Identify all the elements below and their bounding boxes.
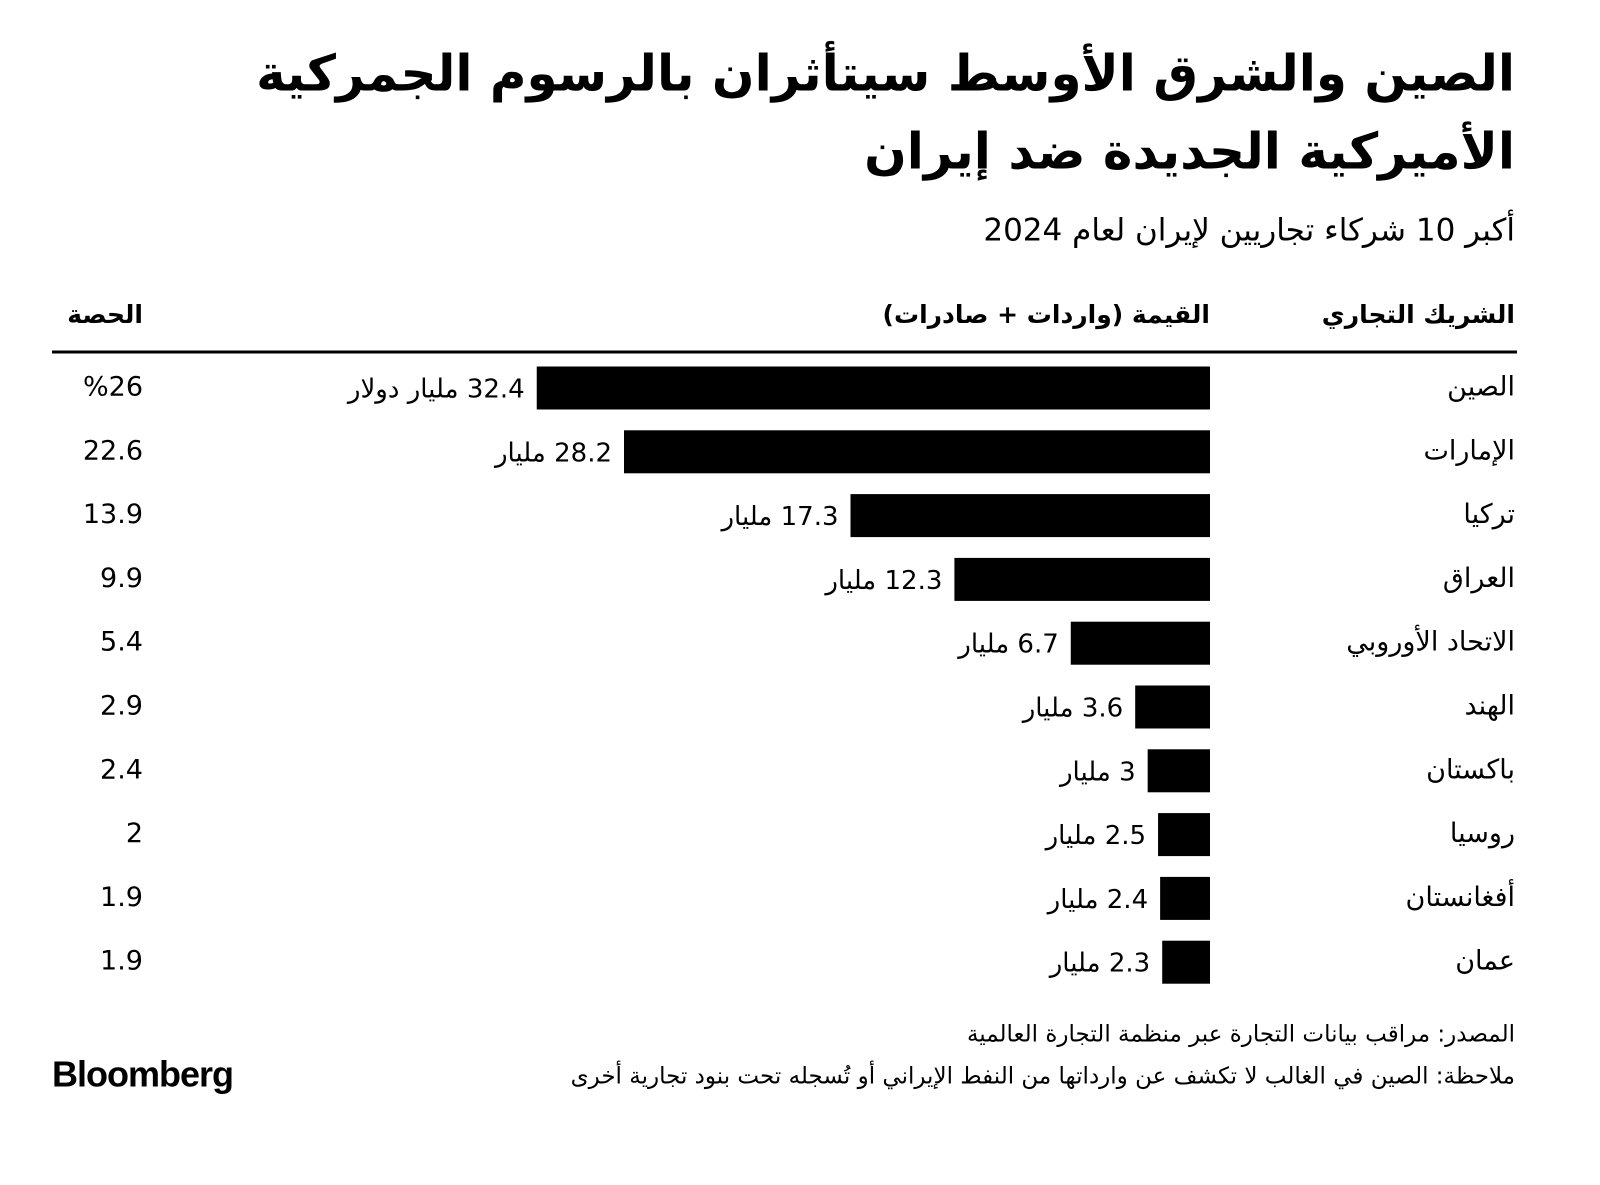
chart-title: الأميركية الجديدة ضد إيران: [864, 121, 1515, 182]
bar: [850, 494, 1210, 538]
value-label: 3.6 مليار: [1021, 694, 1123, 724]
category-label: أفغانستان: [1406, 878, 1515, 913]
category-label: الإمارات: [1423, 435, 1515, 466]
share-label: 2.9: [100, 691, 143, 722]
share-label: 13.9: [83, 499, 143, 530]
value-label: 2.3 مليار: [1048, 949, 1150, 979]
note: ملاحظة: الصين في الغالب لا تكشف عن واردا…: [571, 1061, 1515, 1090]
value-label: 2.4 مليار: [1046, 885, 1148, 915]
value-label: 6.7 مليار: [956, 630, 1058, 660]
value-label: 32.4 مليار دولار: [346, 375, 525, 405]
subtitle: أكبر 10 شركاء تجاريين لإيران لعام 2024: [983, 210, 1515, 249]
bar: [1158, 813, 1210, 857]
value-label: 17.3 مليار: [719, 502, 838, 532]
category-label: باكستان: [1426, 754, 1515, 785]
category-label: الاتحاد الأوروبي: [1346, 624, 1515, 658]
category-label: روسيا: [1450, 818, 1515, 849]
column-header: الشريك التجاري: [1322, 300, 1515, 330]
column-header: القيمة (واردات + صادرات): [883, 300, 1210, 330]
category-label: الهند: [1465, 691, 1516, 722]
chart-title: الصين والشرق الأوسط سيتأثران بالرسوم الج…: [256, 41, 1515, 104]
share-label: 5.4: [100, 627, 143, 658]
bar: [1135, 685, 1210, 729]
bar: [536, 366, 1210, 410]
source: المصدر: مراقب بيانات التجارة عبر منظمة ا…: [967, 1022, 1515, 1048]
value-label: 2.5 مليار: [1044, 821, 1146, 851]
share-label: 2: [126, 818, 143, 849]
bar: [1147, 749, 1210, 793]
category-label: العراق: [1443, 563, 1515, 594]
column-header: الحصة: [67, 300, 143, 329]
value-label: 3 مليار: [1058, 757, 1136, 787]
share-label: 22.6: [83, 435, 143, 466]
category-label: تركيا: [1463, 499, 1515, 530]
bar: [624, 430, 1210, 474]
bar: [1160, 876, 1210, 920]
share-label: 2.4: [100, 754, 143, 785]
bar: [1070, 621, 1210, 665]
share-label: 9.9: [100, 563, 143, 594]
value-label: 28.2 مليار: [493, 438, 612, 468]
brand-logo: Bloomberg: [52, 1054, 233, 1095]
bar: [1162, 940, 1210, 984]
bar: [954, 557, 1210, 601]
share-label: 1.9: [100, 882, 143, 913]
share-label: 1.9: [100, 946, 143, 977]
category-label: عمان: [1455, 946, 1515, 977]
value-label: 12.3 مليار: [823, 566, 942, 596]
share-label: %26: [83, 372, 143, 403]
category-label: الصين: [1447, 372, 1515, 403]
